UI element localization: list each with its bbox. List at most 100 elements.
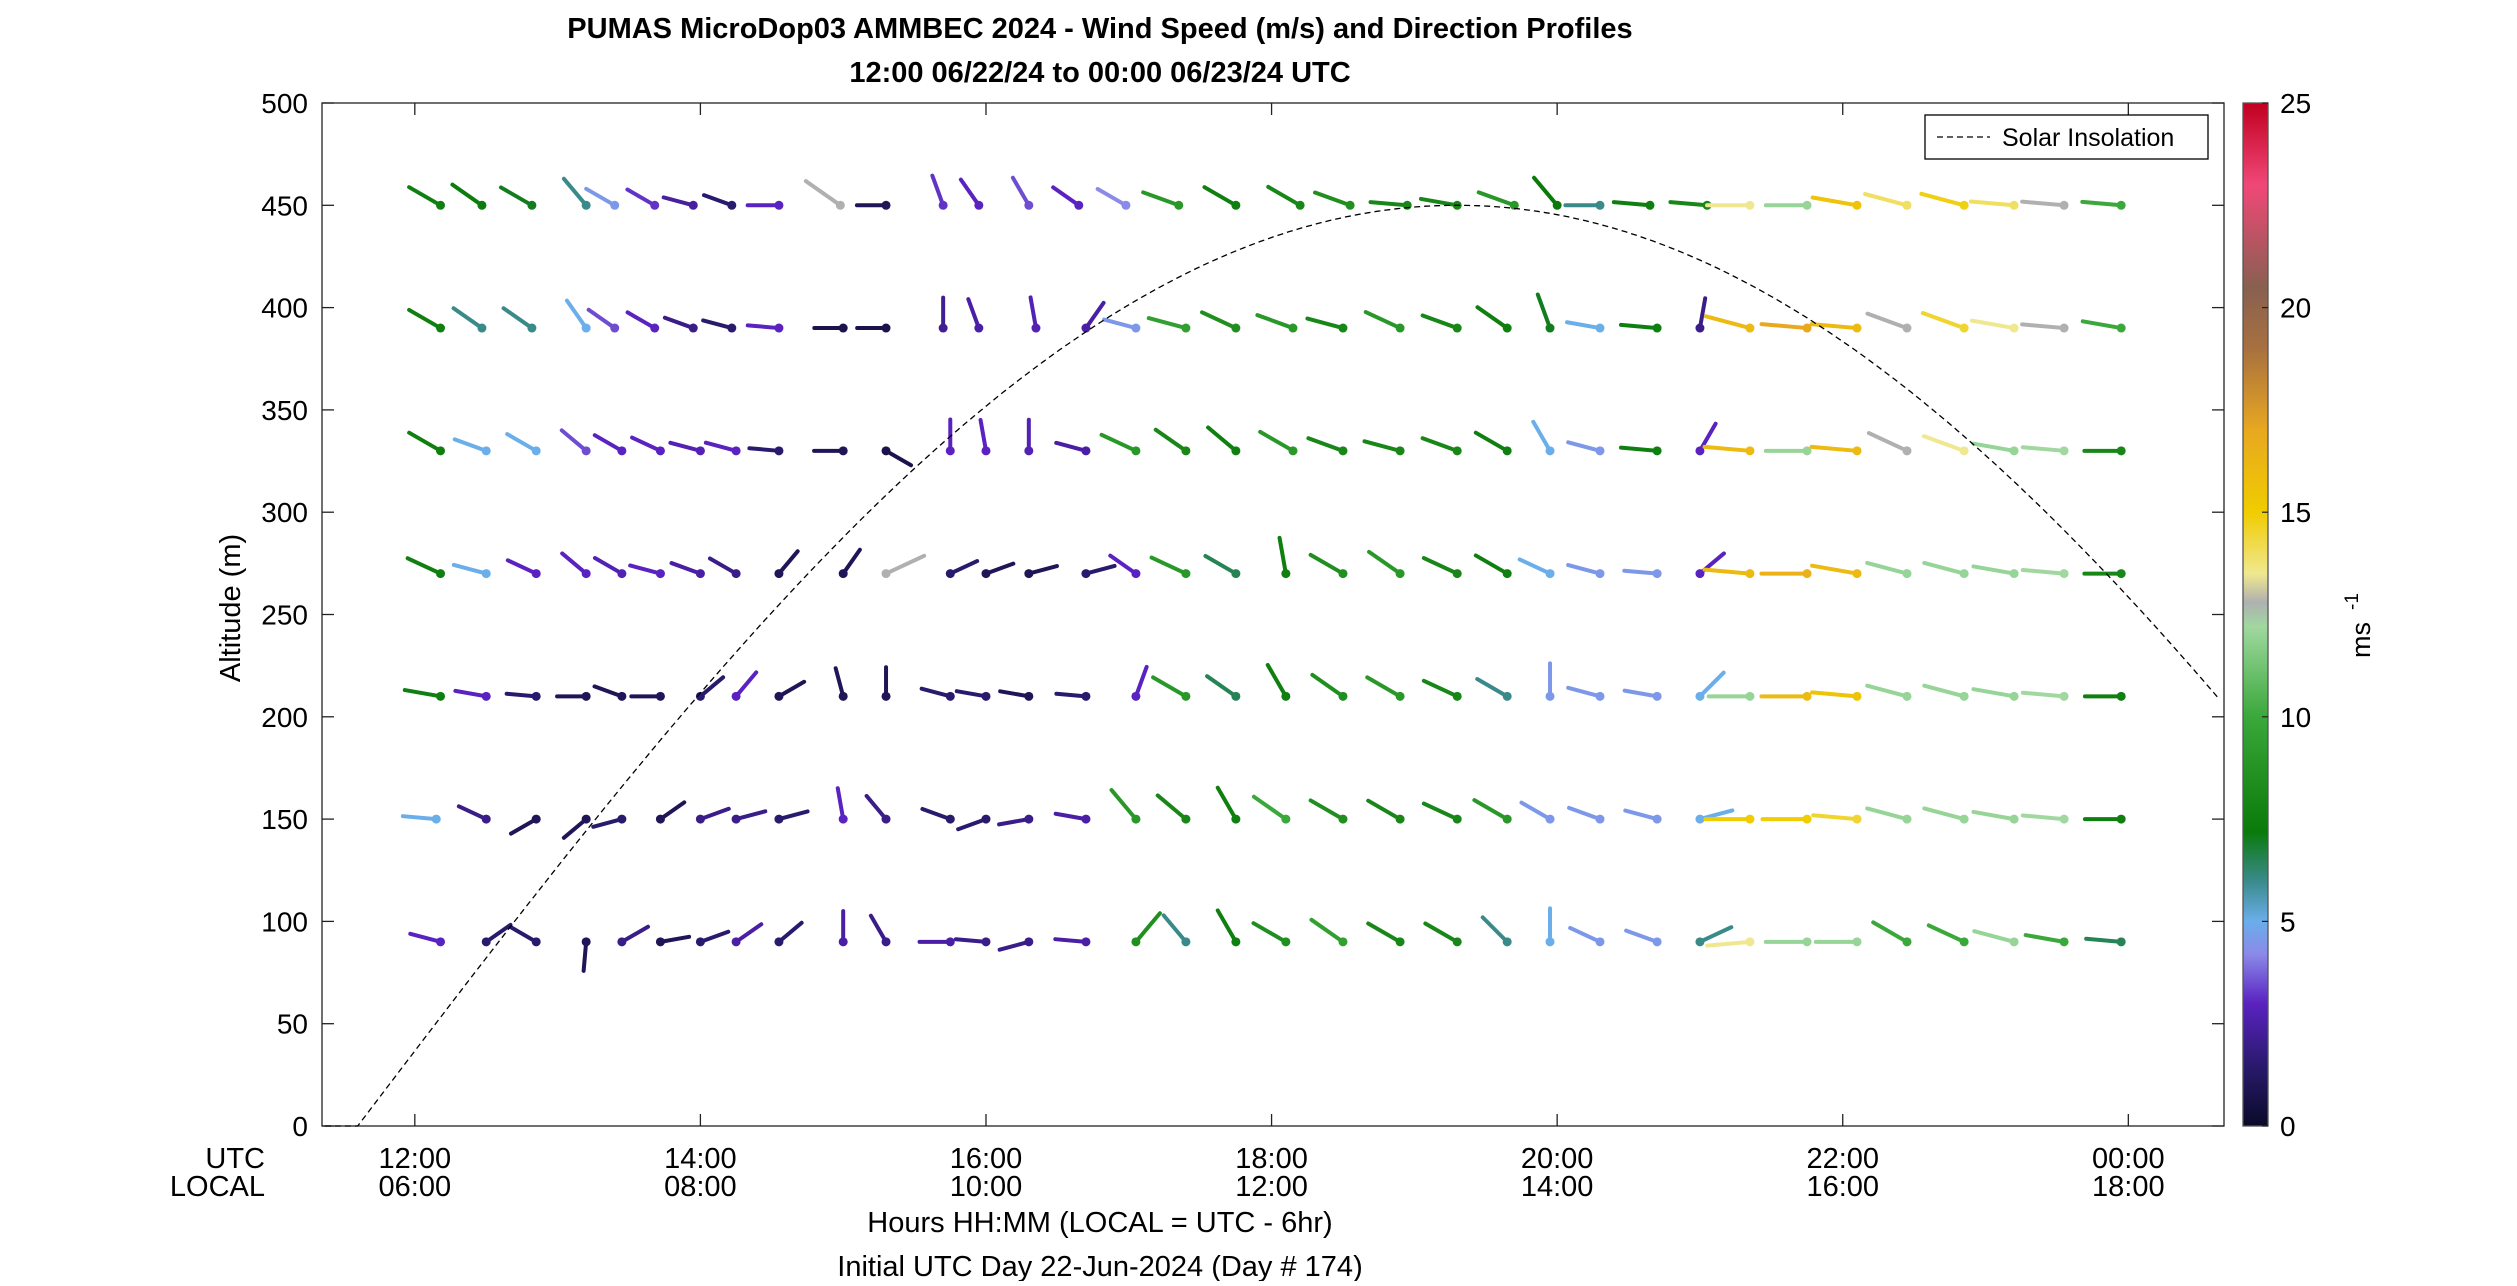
wind-barb-shaft bbox=[745, 323, 781, 331]
wind-barb bbox=[1702, 567, 1755, 579]
wind-barb bbox=[920, 806, 955, 824]
wind-barb-shaft bbox=[407, 307, 443, 331]
wind-barb-shaft bbox=[1865, 806, 1909, 822]
wind-barb-shaft bbox=[1206, 425, 1238, 453]
wind-barb-shaft bbox=[1566, 563, 1602, 576]
wind-barb bbox=[731, 670, 759, 701]
wind-barb-dot bbox=[1545, 814, 1555, 824]
wind-barb bbox=[1919, 191, 1969, 210]
wind-barb-shaft bbox=[1971, 564, 2017, 576]
y-axis-label: Altitude (m) bbox=[215, 534, 247, 682]
wind-barb bbox=[1206, 425, 1241, 456]
y-tick-label: 400 bbox=[261, 293, 308, 324]
wind-barb-dot bbox=[1024, 446, 1034, 456]
legend: Solar Insolation bbox=[1924, 114, 2209, 160]
wind-barb-dot bbox=[731, 569, 741, 579]
wind-barb bbox=[617, 924, 651, 947]
wind-barb-dot bbox=[1452, 691, 1462, 701]
wind-barb bbox=[498, 185, 537, 210]
wind-barb bbox=[1517, 557, 1555, 579]
wind-barb-dot bbox=[531, 446, 541, 456]
wind-barb bbox=[1922, 560, 1969, 579]
wind-barb-shaft bbox=[1095, 186, 1128, 208]
wind-barb-shaft bbox=[1054, 440, 1088, 453]
wind-barb bbox=[1095, 186, 1131, 210]
wind-barb bbox=[1366, 798, 1405, 824]
wind-barb-dot bbox=[2009, 446, 2019, 456]
wind-barb-shaft bbox=[504, 691, 539, 699]
wind-barb-shaft bbox=[734, 670, 759, 699]
wind-barb-dot bbox=[531, 691, 541, 701]
wind-barb bbox=[1146, 316, 1191, 333]
wind-barb bbox=[1028, 295, 1041, 333]
wind-barb-shaft bbox=[776, 920, 804, 944]
wind-barb bbox=[508, 814, 541, 836]
wind-barb bbox=[1141, 190, 1184, 210]
wind-barb bbox=[508, 925, 541, 947]
wind-barb bbox=[1306, 436, 1348, 456]
wind-barb-shaft bbox=[1054, 691, 1088, 699]
wind-barb-shaft bbox=[1480, 915, 1510, 944]
wind-barb-dot bbox=[727, 323, 737, 333]
wind-barb-dot bbox=[1181, 323, 1191, 333]
wind-barb-dot bbox=[2059, 200, 2069, 210]
wind-barb-dot bbox=[581, 814, 591, 824]
wind-barb-shaft bbox=[1619, 445, 1660, 453]
wind-barb-dot bbox=[1338, 446, 1348, 456]
wind-barb-dot bbox=[527, 323, 537, 333]
wind-barb-dot bbox=[695, 814, 705, 824]
wind-barb-shaft bbox=[658, 934, 692, 944]
wind-barb-dot bbox=[1645, 200, 1655, 210]
wind-barb-shaft bbox=[919, 686, 953, 699]
wind-barb bbox=[1969, 318, 2019, 333]
wind-barb-dot bbox=[1509, 200, 1519, 210]
wind-barb bbox=[591, 814, 627, 829]
wind-barb-shaft bbox=[1863, 192, 1909, 208]
wind-barb-shaft bbox=[1366, 798, 1403, 822]
wind-barb-shaft bbox=[1475, 305, 1510, 331]
wind-barb-dot bbox=[1652, 814, 1662, 824]
wind-barb-shaft bbox=[619, 924, 651, 944]
wind-barb-shaft bbox=[1051, 185, 1081, 208]
wind-barb-shaft bbox=[841, 547, 862, 576]
wind-barb-shaft bbox=[1697, 296, 1708, 331]
wind-barb-shaft bbox=[661, 195, 696, 208]
wind-barb-shaft bbox=[1200, 310, 1238, 331]
wind-barb-dot bbox=[1338, 323, 1348, 333]
wind-barb bbox=[864, 793, 891, 824]
wind-barb-dot bbox=[1652, 323, 1662, 333]
wind-barb bbox=[854, 200, 891, 210]
wind-barb-dot bbox=[974, 200, 984, 210]
x-tick-label-utc: 22:00 bbox=[1806, 1143, 1879, 1175]
wind-barb-dot bbox=[1745, 937, 1755, 947]
wind-barb-shaft bbox=[564, 298, 589, 331]
wind-barb-dot bbox=[1395, 446, 1405, 456]
wind-barb-shaft bbox=[1473, 430, 1510, 453]
wind-barb bbox=[1215, 785, 1241, 824]
wind-barb-shaft bbox=[1971, 441, 2017, 453]
wind-barb-dot bbox=[2059, 446, 2069, 456]
wind-barb bbox=[838, 909, 848, 947]
wind-barb bbox=[1476, 190, 1519, 210]
wind-barb bbox=[481, 922, 513, 947]
wind-barb-shaft bbox=[1146, 316, 1188, 331]
wind-barb-shaft bbox=[508, 925, 539, 944]
wind-barb-shaft bbox=[561, 176, 589, 208]
wind-barb-dot bbox=[1852, 691, 1862, 701]
wind-barb-dot bbox=[1181, 446, 1191, 456]
wind-barb-dot bbox=[1452, 446, 1462, 456]
wind-barb-shaft bbox=[625, 310, 657, 331]
wind-barb-dot bbox=[1545, 569, 1555, 579]
wind-barb-shaft bbox=[592, 433, 624, 453]
wind-barb-dot bbox=[655, 446, 665, 456]
wind-barb-shaft bbox=[1010, 175, 1031, 208]
wind-barb bbox=[1619, 322, 1662, 333]
wind-barb bbox=[400, 814, 441, 824]
wind-barb bbox=[505, 432, 541, 456]
wind-barb bbox=[1865, 311, 1912, 333]
wind-barb-dot bbox=[731, 446, 741, 456]
wind-barb-dot bbox=[1695, 323, 1705, 333]
wind-barb-dot bbox=[650, 200, 660, 210]
wind-barb-shaft bbox=[1108, 553, 1138, 576]
wind-barb-dot bbox=[2009, 937, 2019, 947]
